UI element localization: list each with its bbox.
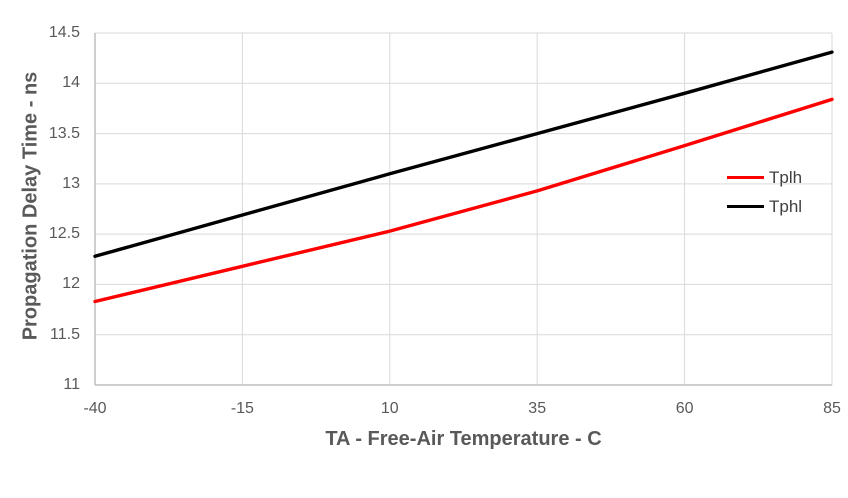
y-tick-label: 11 xyxy=(63,376,80,393)
tplh-line-swatch xyxy=(727,175,764,180)
x-tick-label: 60 xyxy=(675,400,694,417)
legend-label-tplh: Tplh xyxy=(769,168,803,187)
series-line-Tphl xyxy=(93,50,834,258)
y-tick-label: 13 xyxy=(62,174,80,192)
x-tick-label: -40 xyxy=(83,400,107,417)
legend: Tplh Tphl xyxy=(727,163,802,221)
y-tick-label: 14 xyxy=(62,74,80,92)
x-tick-label: 85 xyxy=(823,400,841,417)
x-tick-label: 10 xyxy=(380,400,399,417)
y-axis-title: Propagation Delay Time - ns xyxy=(19,71,42,341)
x-tick-label: -15 xyxy=(230,400,254,417)
x-tick-label: 35 xyxy=(528,400,547,417)
series-line-Tplh xyxy=(93,97,834,304)
tphl-line-swatch xyxy=(727,204,764,209)
y-tick-label: 14.5 xyxy=(48,24,80,41)
legend-entry-tphl: Tphl xyxy=(727,192,802,221)
y-tick-label: 11.5 xyxy=(50,325,80,343)
x-axis-title: TA - Free-Air Temperature - C xyxy=(325,428,602,450)
legend-label-tphl: Tphl xyxy=(769,197,803,216)
legend-entry-tplh: Tplh xyxy=(727,163,802,192)
y-tick-label: 12 xyxy=(62,275,80,293)
y-tick-label: 12.5 xyxy=(48,225,80,243)
y-tick-label: 13.5 xyxy=(48,124,80,142)
